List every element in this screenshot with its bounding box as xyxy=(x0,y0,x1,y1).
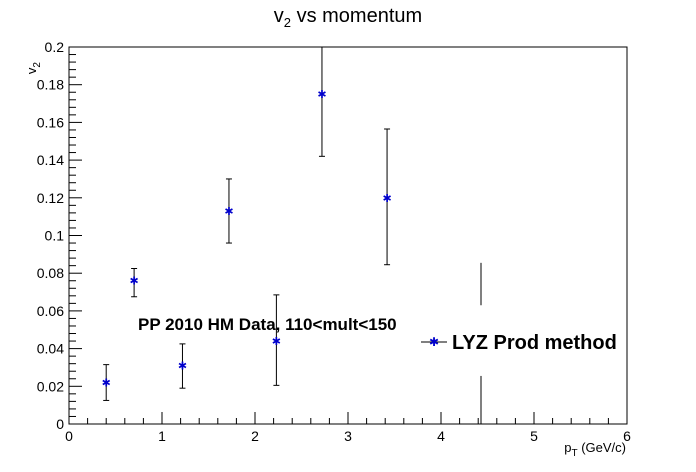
data-point: ✱ xyxy=(224,205,233,218)
chart-title: v2 vs momentum xyxy=(274,5,422,30)
x-tick-label: 4 xyxy=(437,428,445,444)
annotation-text: PP 2010 HM Data, 110<mult<150 xyxy=(138,315,397,334)
data-point: ✱ xyxy=(272,335,281,348)
y-tick-label: 0 xyxy=(56,416,64,432)
legend-label: LYZ Prod method xyxy=(452,332,617,354)
y-axis-title: v2 xyxy=(24,62,43,75)
y-tick-label: 0.14 xyxy=(37,152,64,168)
data-series: ✱ ✱ ✱ ✱ ✱ ✱ ✱ xyxy=(102,46,482,424)
y-tick-label: 0.1 xyxy=(45,228,65,244)
data-point: ✱ xyxy=(382,192,391,205)
y-tick-label: 0.2 xyxy=(45,39,65,55)
x-axis: 0 1 2 3 4 5 6 xyxy=(65,412,631,444)
y-tick-label: 0.16 xyxy=(37,114,64,130)
y-axis: 0 0.02 0.04 0.06 0.08 0.1 0.12 0.14 0.16 0.18 0.2 xyxy=(37,39,82,432)
data-point: ✱ xyxy=(129,275,138,288)
data-point: ✱ xyxy=(102,377,111,390)
x-tick-label: 1 xyxy=(158,428,166,444)
data-point: ✱ xyxy=(178,360,187,373)
x-tick-label: 6 xyxy=(623,428,631,444)
data-point: ✱ xyxy=(317,88,326,101)
y-tick-label: 0.08 xyxy=(37,265,64,281)
y-tick-label: 0.04 xyxy=(37,341,64,357)
legend: ✱ LYZ Prod method xyxy=(421,332,617,354)
x-axis-title: pT (GeV/c) xyxy=(564,440,626,459)
y-tick-label: 0.02 xyxy=(37,378,64,394)
x-tick-label: 5 xyxy=(530,428,538,444)
x-tick-label: 3 xyxy=(344,428,352,444)
x-tick-label: 0 xyxy=(65,428,73,444)
chart-title-subscript: 2 xyxy=(284,15,291,30)
y-tick-label: 0.12 xyxy=(37,190,64,206)
x-tick-label: 2 xyxy=(251,428,259,444)
y-tick-label: 0.06 xyxy=(37,303,64,319)
legend-marker-star: ✱ xyxy=(429,335,439,349)
y-tick-label: 0.18 xyxy=(37,77,64,93)
